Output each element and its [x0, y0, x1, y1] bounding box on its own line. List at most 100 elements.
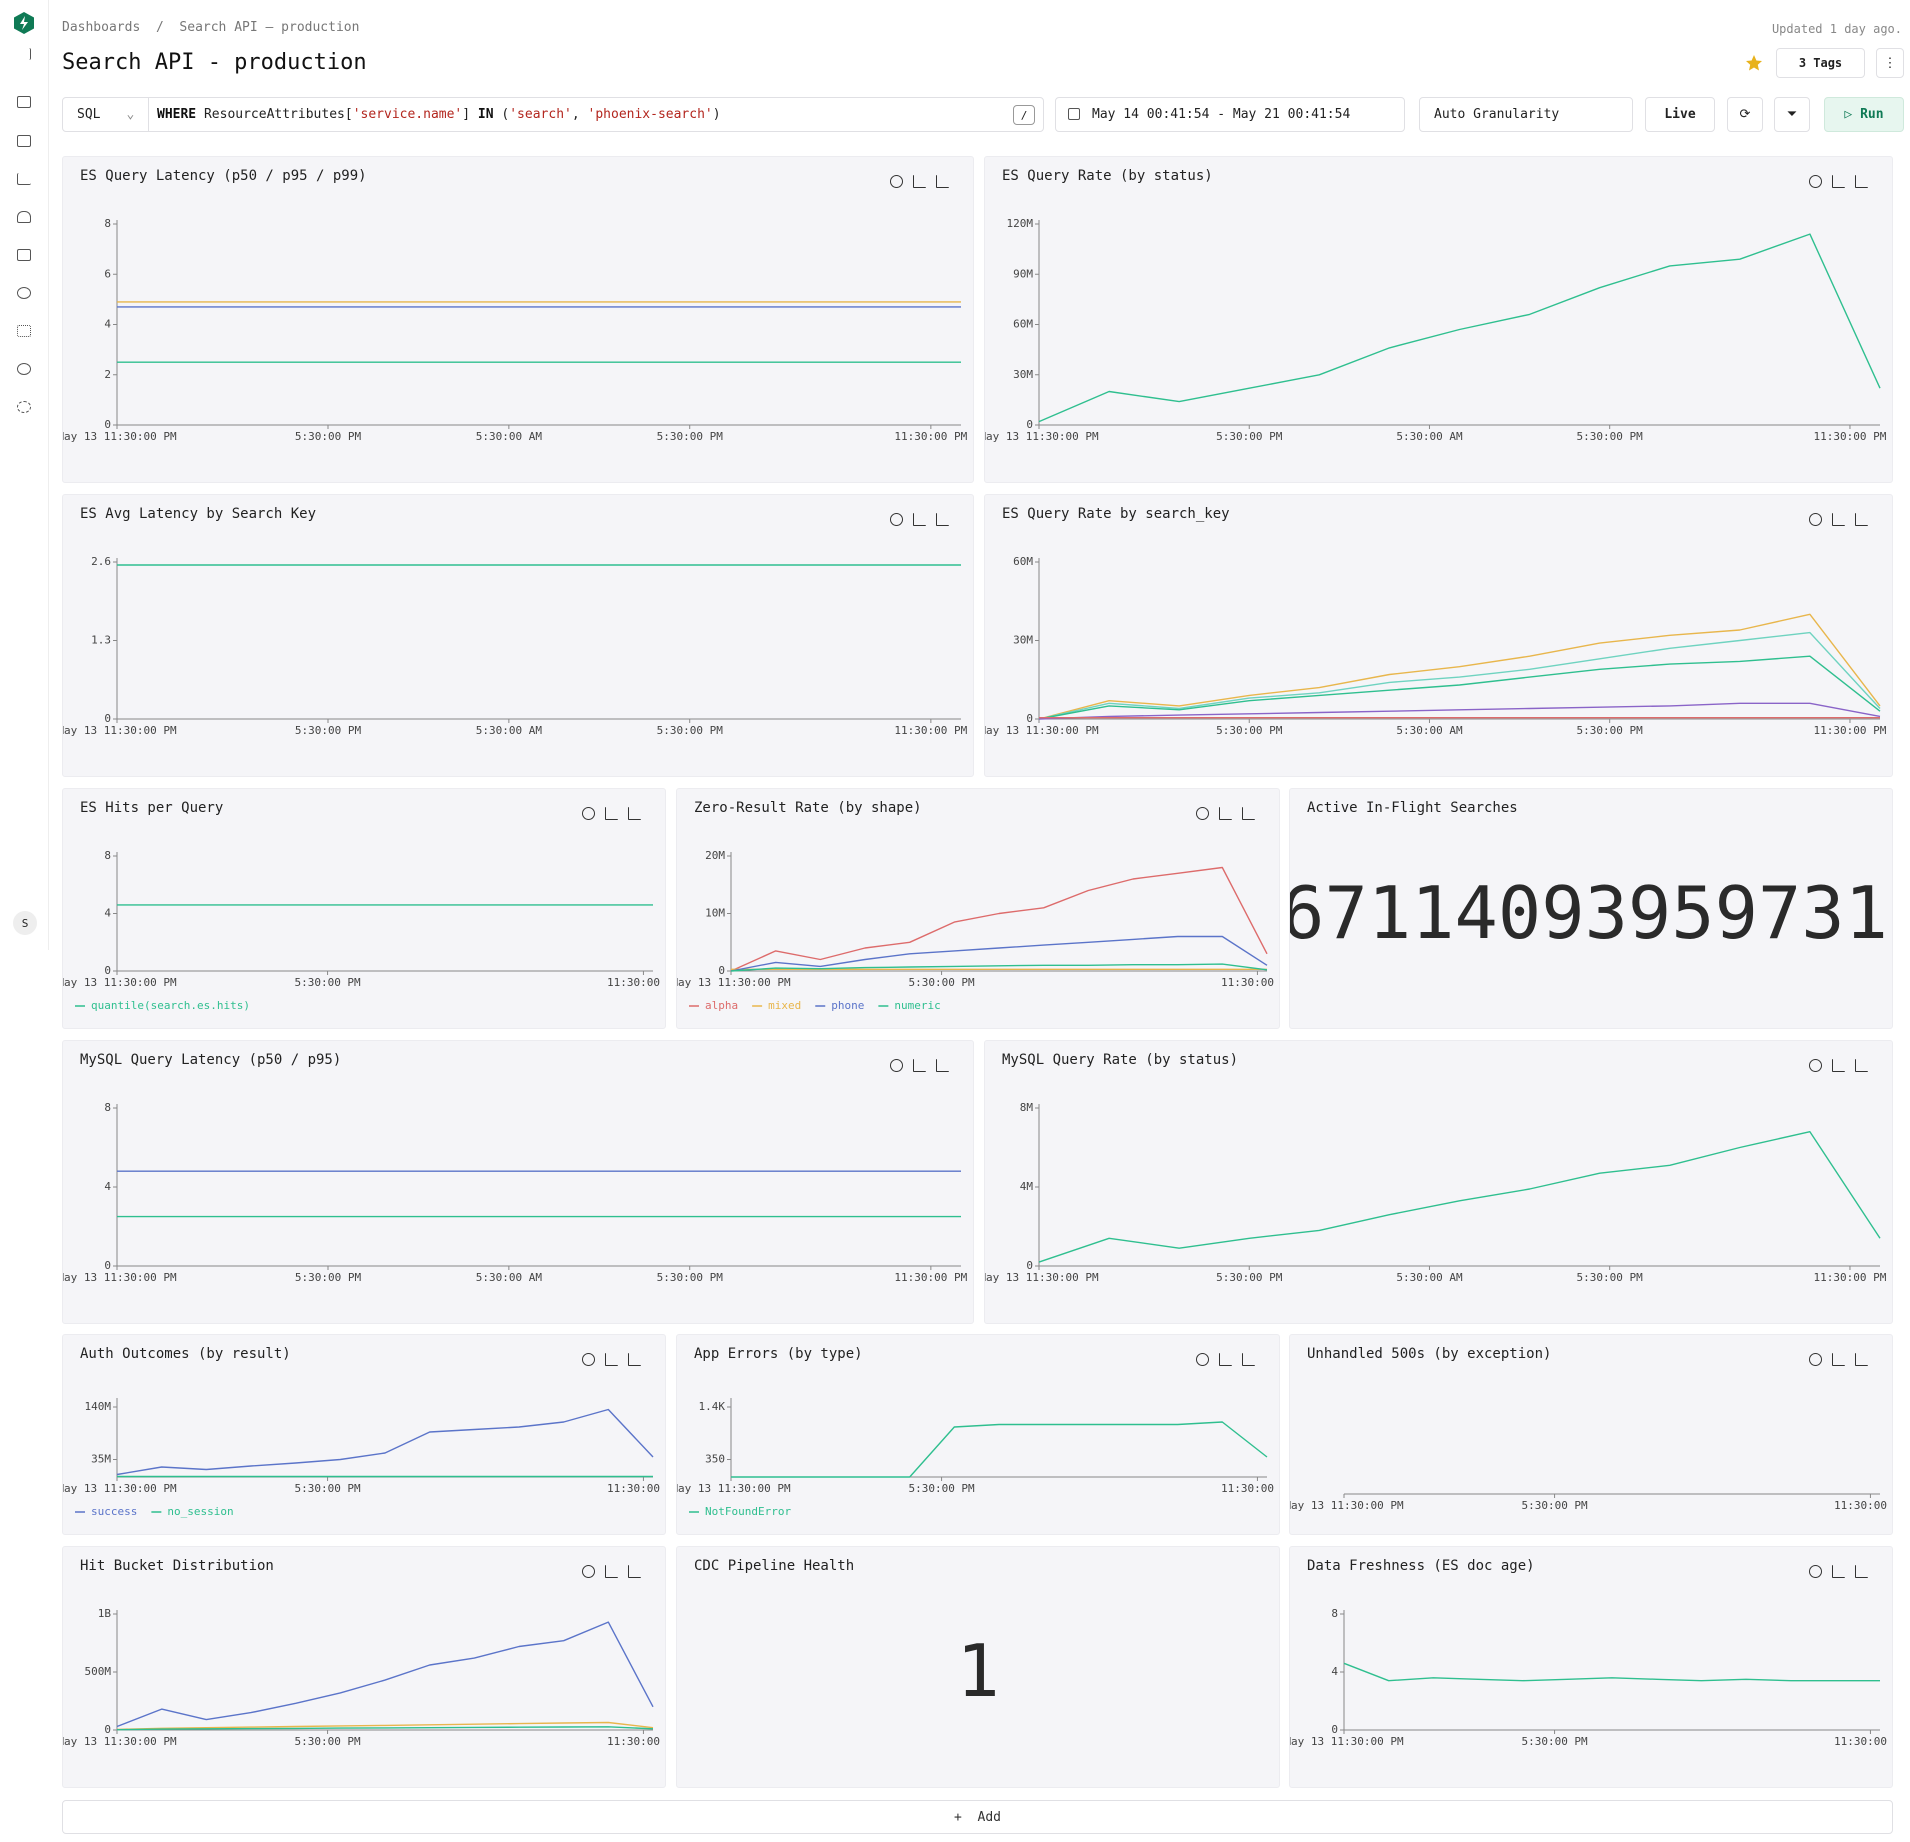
- panel-actions: [582, 1565, 641, 1578]
- panel-title: ES Query Rate (by status): [1002, 168, 1213, 184]
- x-tick-label: May 13 11:30:00 PM: [985, 724, 1099, 737]
- panel: MySQL Query Latency (p50 / p95) 0 4 8 May 13…: [62, 1040, 974, 1324]
- x-tick-label: May 13 11:30:00 PM: [63, 430, 177, 443]
- chart: 0 30M 60M May 13 11:30:00 PM 5:30:00 PM 5:30:…: [985, 555, 1887, 737]
- panel-action[interactable]: [582, 807, 595, 820]
- y-tick-label: 10M: [705, 907, 725, 920]
- tags-button[interactable]: 3 Tags: [1776, 48, 1865, 78]
- more-button[interactable]: ⋮: [1876, 48, 1904, 78]
- nav-icon[interactable]: [17, 363, 31, 375]
- y-tick-label: 0: [1331, 1723, 1338, 1736]
- panel-action[interactable]: [628, 1353, 641, 1366]
- y-tick-label: 120M: [1007, 217, 1034, 230]
- panel-action[interactable]: [582, 1353, 595, 1366]
- filter-button[interactable]: ⏷: [1774, 97, 1810, 132]
- panel-action[interactable]: [628, 1565, 641, 1578]
- panel: Active In-Flight Searches 006711409395973…: [1289, 788, 1893, 1029]
- panel: Auth Outcomes (by result) 35M 140M May 13 1…: [62, 1334, 666, 1535]
- x-tick-label: 5:30:00 PM: [657, 724, 724, 737]
- y-tick-label: 8: [104, 849, 111, 862]
- run-button[interactable]: ▷ Run: [1824, 97, 1904, 132]
- panel-action[interactable]: [605, 807, 618, 820]
- panel-action[interactable]: [1219, 1353, 1232, 1366]
- panel-action[interactable]: [890, 175, 903, 188]
- series-line: [1038, 655, 1881, 720]
- panel-action[interactable]: [1855, 1353, 1868, 1366]
- panel-action[interactable]: [1809, 1565, 1822, 1578]
- panel-action[interactable]: [605, 1353, 618, 1366]
- panel-action[interactable]: [605, 1565, 618, 1578]
- add-button[interactable]: + Add: [62, 1800, 1893, 1834]
- panel-action[interactable]: [890, 513, 903, 526]
- collapse-icon[interactable]: [17, 48, 31, 60]
- panel-action[interactable]: [1809, 175, 1822, 188]
- panel-title: ES Query Latency (p50 / p95 / p99): [80, 168, 367, 184]
- chart: 0 30M 60M 90M 120M May 13 11:30:00 PM 5:30:00 …: [985, 217, 1887, 443]
- panel-action[interactable]: [936, 175, 949, 188]
- legend-label: phone: [831, 999, 864, 1012]
- y-tick-label: 4: [104, 907, 111, 920]
- panel-action[interactable]: [1809, 1059, 1822, 1072]
- date-range[interactable]: May 14 00:41:54 - May 21 00:41:54: [1055, 97, 1405, 132]
- x-tick-label: 11:30:00 PM: [607, 1735, 666, 1748]
- panel-action[interactable]: [1855, 1565, 1868, 1578]
- nav-icon[interactable]: [17, 249, 31, 261]
- key-hint: /: [1013, 105, 1035, 125]
- panel-action[interactable]: [1832, 1353, 1845, 1366]
- refresh-button[interactable]: ⟳: [1727, 97, 1763, 132]
- panel-action[interactable]: [1196, 807, 1209, 820]
- panel-action[interactable]: [913, 513, 926, 526]
- nav-icon[interactable]: [17, 173, 31, 185]
- live-button[interactable]: Live: [1645, 97, 1715, 132]
- panel-action[interactable]: [1855, 175, 1868, 188]
- panel-action[interactable]: [1832, 1565, 1845, 1578]
- language-select[interactable]: SQL ⌄: [62, 97, 149, 132]
- x-tick-label: 5:30:00 AM: [1396, 430, 1463, 443]
- nav-icon[interactable]: [17, 325, 31, 337]
- series-line: [116, 1408, 654, 1476]
- crumb[interactable]: Dashboards: [62, 20, 141, 35]
- panel-action[interactable]: [1242, 807, 1255, 820]
- y-tick-label: 500M: [85, 1665, 112, 1678]
- nav-icon[interactable]: [17, 211, 31, 223]
- granularity-select[interactable]: Auto Granularity: [1419, 97, 1633, 132]
- nav-icon[interactable]: [17, 96, 31, 108]
- panel-action[interactable]: [582, 1565, 595, 1578]
- logo[interactable]: [13, 11, 35, 35]
- panel-action[interactable]: [936, 1059, 949, 1072]
- star[interactable]: [1745, 54, 1763, 72]
- panel-action[interactable]: [913, 1059, 926, 1072]
- nav-icon[interactable]: [17, 287, 31, 299]
- panel-action[interactable]: [1832, 513, 1845, 526]
- nav-icon[interactable]: [17, 135, 31, 147]
- y-tick-label: 60M: [1013, 318, 1033, 331]
- panel-title: CDC Pipeline Health: [694, 1558, 855, 1574]
- panel-action[interactable]: [1832, 1059, 1845, 1072]
- panel-action[interactable]: [1196, 1353, 1209, 1366]
- avatar[interactable]: S: [13, 911, 37, 935]
- x-tick-label: 5:30:00 AM: [476, 1271, 543, 1284]
- panel-action[interactable]: [1832, 175, 1845, 188]
- query-input[interactable]: WHERE ResourceAttributes['service.name']…: [148, 97, 1044, 132]
- panel-action[interactable]: [1242, 1353, 1255, 1366]
- panel-action[interactable]: [1219, 807, 1232, 820]
- x-tick-label: 5:30:00 PM: [908, 976, 975, 989]
- panel-action[interactable]: [913, 175, 926, 188]
- chart: 0 4 8 May 13 11:30:00 PM 5:30:00 PM 11:30:00 …: [63, 849, 665, 1012]
- panel-action[interactable]: [936, 513, 949, 526]
- panel-action[interactable]: [628, 807, 641, 820]
- y-tick-label: 0: [1026, 712, 1033, 725]
- nav-icon[interactable]: [17, 401, 31, 413]
- panel-action[interactable]: [1809, 1353, 1822, 1366]
- series-line: [731, 1421, 1268, 1478]
- y-tick-label: 8: [1331, 1607, 1338, 1620]
- x-tick-label: May 13 11:30:00 PM: [63, 1735, 177, 1748]
- crumb-sep: /: [155, 20, 164, 35]
- panel-action[interactable]: [890, 1059, 903, 1072]
- page-title: Search API - production: [62, 50, 367, 75]
- y-tick-label: 30M: [1013, 368, 1033, 381]
- panel-action[interactable]: [1855, 513, 1868, 526]
- y-tick-label: 8M: [1020, 1101, 1034, 1114]
- panel-action[interactable]: [1809, 513, 1822, 526]
- panel-action[interactable]: [1855, 1059, 1868, 1072]
